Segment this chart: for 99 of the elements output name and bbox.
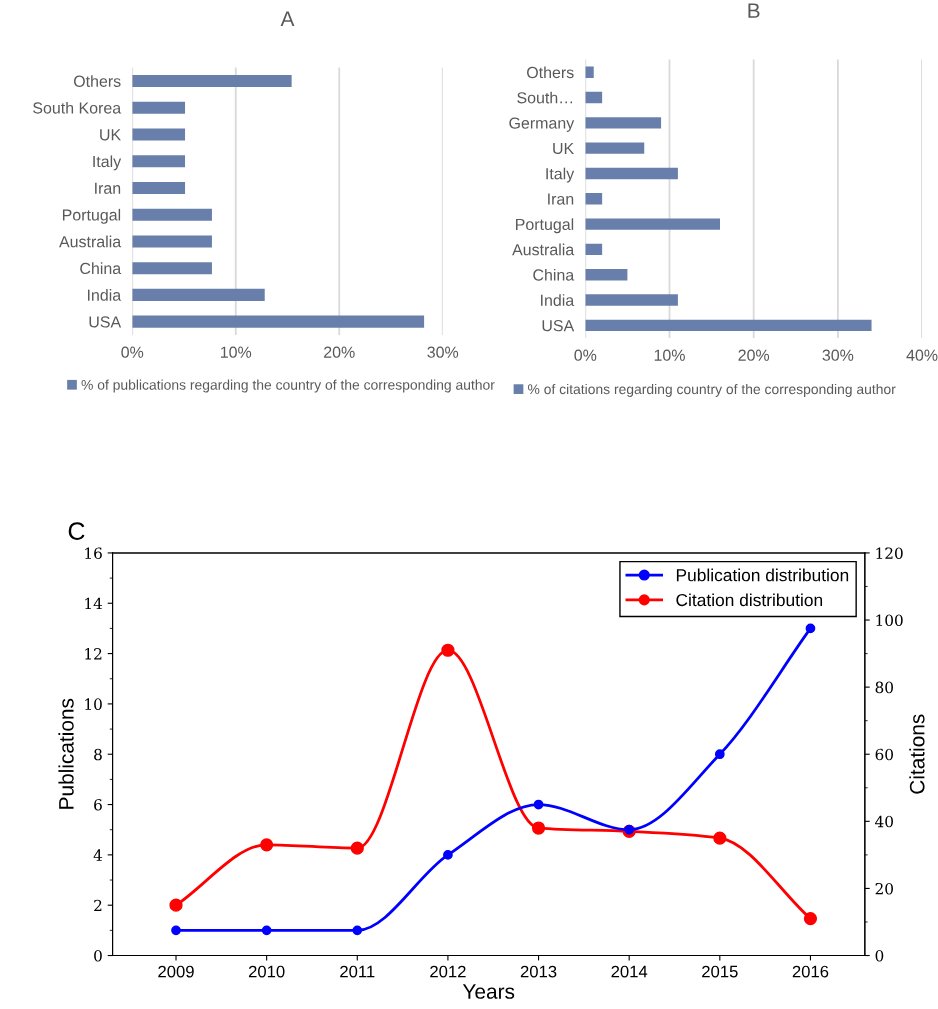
y-tick-label: 2 [94,899,102,911]
y-tick-label: China [533,268,575,281]
point [352,925,363,936]
point [533,799,544,810]
y-tick-label: Iran [548,193,574,205]
y2-tick-label: 60 [875,748,893,761]
bar [132,74,292,87]
x-axis-title: Years [462,984,515,999]
bar [585,294,678,306]
y-tick-label: Iran [95,182,121,194]
y-tick-label: USA [542,319,575,332]
x-tick-label: 2013 [520,965,557,978]
point [713,831,727,845]
point [171,925,181,936]
point [531,821,546,835]
chart-title: C [68,522,85,540]
point [443,850,453,860]
y-tick-label: 16 [85,547,102,559]
point [350,841,364,855]
x-tick-label: 40% [906,349,938,361]
y-tick-label: South Korea [33,101,122,114]
point [805,623,816,634]
x-tick-label: 0% [574,349,597,361]
bar [585,167,678,180]
point [261,925,272,936]
bar [585,91,603,104]
x-tick-label: 2009 [158,965,194,978]
legend-label: Citation distribution [676,593,823,607]
y-tick-label: 6 [94,799,102,811]
y-tick-label: China [80,262,122,275]
bar [585,269,628,281]
y2-tick-label: 0 [875,949,884,962]
y-tick-label: 14 [85,597,103,610]
y-tick-label: 4 [93,849,103,861]
y-tick-label: Portugal [62,208,121,224]
y2-axis-title: Citations [909,714,925,794]
x-tick-label: 30% [427,346,459,358]
y-tick-label: UK [100,129,121,141]
y-tick-label: Others [73,75,121,87]
y-tick-label: 8 [94,748,102,761]
y-tick-label: Others [527,66,574,79]
y-tick-label: India [541,294,575,306]
y2-tick-label: 40 [875,815,893,828]
legend-label: % of citations regarding country of the corresponding author [528,383,896,397]
point [169,898,183,912]
x-tick-label: 10% [220,346,252,358]
x-tick-label: 0% [121,346,144,358]
bar [132,181,186,194]
x-tick-label: 2016 [792,965,829,978]
y-tick-label: 0 [94,949,102,962]
chart-title: B [748,3,760,18]
x-tick-label: 2012 [430,965,466,978]
y-tick-label: UK [553,142,575,155]
y2-tick-label: 120 [876,547,903,559]
y-tick-label: Portugal [516,218,574,234]
bar [132,128,186,141]
chart-title: A [280,11,295,26]
y-tick-label: Italy [93,155,122,171]
bar [585,142,645,154]
legend-label: % of publications regarding the country of the corresponding author [81,379,495,393]
y-tick-label: Italy [546,167,575,183]
bar [132,235,212,248]
bar [585,193,603,205]
x-tick-label: 2015 [702,965,738,978]
y-tick-label: Australia [59,235,122,248]
bar [132,315,425,328]
bar [585,319,872,332]
bar [132,155,186,168]
bar [132,101,186,114]
y-tick-label: USA [89,316,122,328]
bar [585,218,721,230]
y2-tick-label: 100 [876,614,903,627]
bar [585,66,594,78]
y-tick-label: Germany [509,117,575,132]
legend-label: Publication distribution [676,568,849,582]
point [260,838,274,852]
x-tick-label: 2014 [611,965,648,978]
y-tick-label: 10 [85,698,102,710]
x-tick-label: 2010 [248,965,285,978]
y2-tick-label: 20 [875,882,893,895]
y-axis-title: Publications [58,698,74,809]
y2-tick-label: 80 [875,681,893,694]
point [803,912,818,926]
x-tick-label: 2011 [340,965,375,978]
bar [132,288,265,301]
point [441,643,455,657]
y-tick-label: 12 [85,648,102,660]
point [714,749,725,760]
bar [132,262,212,275]
y-tick-label: Australia [512,243,575,256]
y-tick-label: India [87,289,122,301]
bar [585,243,603,256]
x-tick-label: 30% [822,349,854,361]
bar [585,117,662,129]
x-tick-label: 20% [324,346,355,358]
bar [132,208,212,221]
y-tick-label: South… [517,91,573,104]
x-tick-label: 10% [654,349,685,361]
x-tick-label: 20% [738,349,770,361]
